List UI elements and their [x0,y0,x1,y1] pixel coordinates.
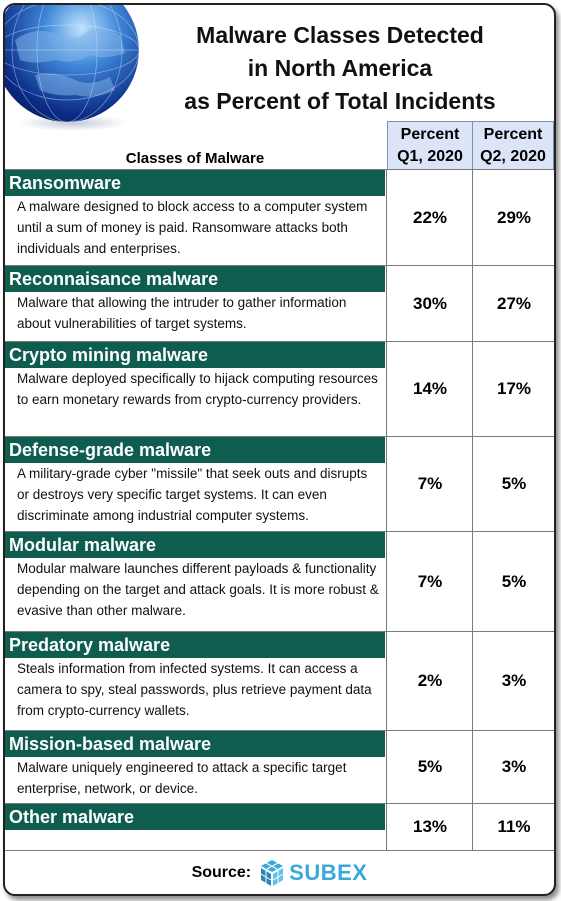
q2-percent: 17% [472,342,554,436]
q2-percent: 27% [472,266,554,341]
malware-class-description: Malware uniquely engineered to attack a … [17,760,347,796]
source-label: Source: [191,864,252,881]
malware-class-name: Other malware [5,804,385,830]
title-line-2: in North America [247,55,433,81]
q2-percent: 11% [472,804,554,850]
malware-class-name: Reconnaisance malware [5,266,385,292]
q1-header-line-1: Percent [400,126,460,143]
q2-percent: 29% [472,170,554,265]
malware-class-description: Malware that allowing the intruder to ga… [17,295,347,331]
table-row: Other malware 13% 11% [5,803,554,850]
page-title: Malware Classes Detected in North Americ… [125,19,554,118]
q1-percent: 13% [386,804,473,850]
title-line-1: Malware Classes Detected [196,22,484,48]
malware-class-description: Steals information from infected systems… [17,661,372,718]
table-row: Mission-based malware Malware uniquely e… [5,730,554,803]
title-line-3: as Percent of Total Incidents [184,88,496,114]
q2-header-line-2: Q2, 2020 [480,148,546,165]
malware-class-name: Predatory malware [5,632,385,658]
table-header: Classes of Malware Percent Q1, 2020 Perc… [5,121,554,169]
classes-column-header: Classes of Malware [125,150,265,167]
source-footer: Source: SUBEX [5,850,554,894]
malware-class-name: Crypto mining malware [5,342,385,368]
malware-class-name: Mission-based malware [5,731,385,757]
subex-cube-icon [260,860,284,886]
malware-class-description: A military-grade cyber "missile" that se… [17,466,368,523]
q1-column-header: Percent Q1, 2020 [387,121,472,169]
infographic-card: Malware Classes Detected in North Americ… [3,3,556,896]
q2-percent: 5% [472,437,554,531]
table-row: Modular malware Modular malware launches… [5,531,554,631]
subex-logo-text: SUBEX [289,860,368,885]
malware-class-name: Defense-grade malware [5,437,385,463]
q1-percent: 7% [386,532,473,631]
malware-class-name: Ransomware [5,170,385,196]
q1-percent: 30% [386,266,473,341]
q1-percent: 22% [386,170,473,265]
malware-class-description: Malware deployed specifically to hijack … [17,371,378,407]
q1-header-line-2: Q1, 2020 [397,148,463,165]
q1-percent: 14% [386,342,473,436]
table-row: Defense-grade malware A military-grade c… [5,436,554,531]
q2-header-line-1: Percent [483,126,543,143]
table-row: Predatory malware Steals information fro… [5,631,554,730]
subex-logo: SUBEX [259,859,367,887]
malware-class-description: A malware designed to block access to a … [17,199,368,256]
q1-percent: 2% [386,632,473,730]
q2-percent: 3% [472,731,554,803]
q1-percent: 5% [386,731,473,803]
q2-percent: 5% [472,532,554,631]
table-row: Crypto mining malware Malware deployed s… [5,341,554,436]
table-row: Ransomware A malware designed to block a… [5,169,554,265]
globe-icon [5,5,140,130]
q1-percent: 7% [386,437,473,531]
q2-column-header: Percent Q2, 2020 [472,121,554,169]
malware-class-name: Modular malware [5,532,385,558]
table-row: Reconnaisance malware Malware that allow… [5,265,554,341]
malware-class-description: Modular malware launches different paylo… [17,561,379,618]
q2-percent: 3% [472,632,554,730]
malware-table: Classes of Malware Percent Q1, 2020 Perc… [5,121,554,850]
